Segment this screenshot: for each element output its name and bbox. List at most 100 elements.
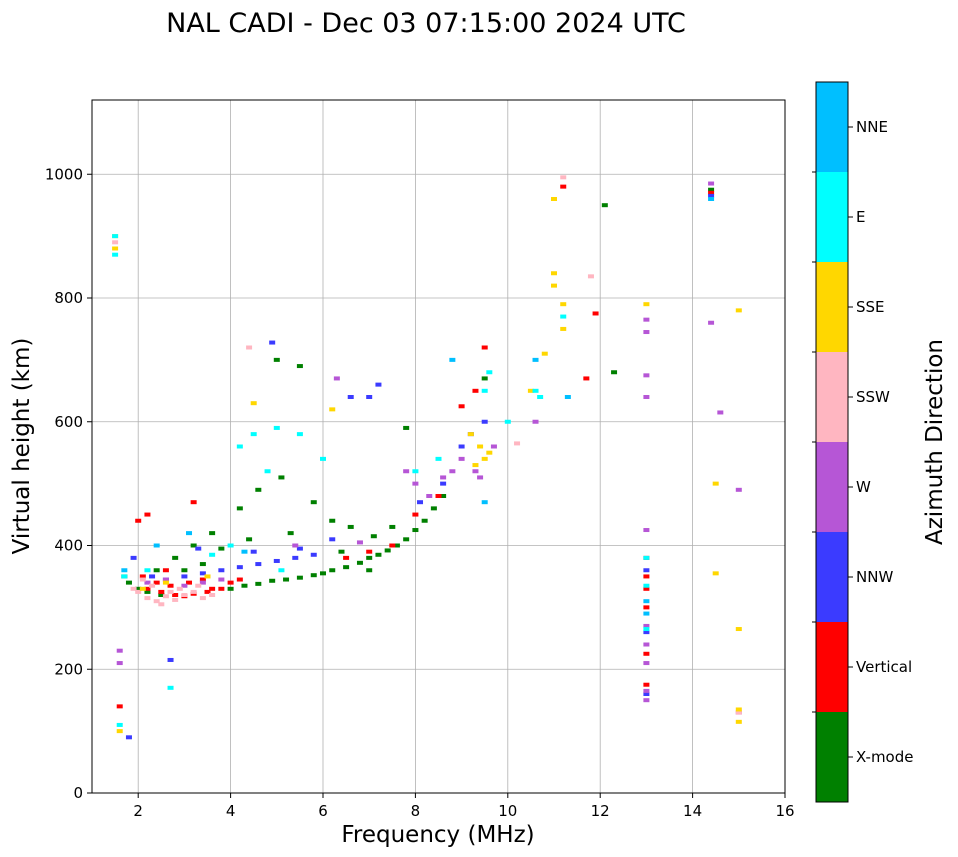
data-point-nnw	[458, 444, 465, 449]
data-point-w	[116, 648, 123, 653]
data-point-sse	[735, 719, 742, 724]
y-tick-label: 800	[54, 289, 83, 307]
data-point-vertical	[172, 593, 179, 597]
data-point-vertical	[167, 583, 174, 588]
data-point-w	[643, 623, 650, 628]
data-point-vertical	[135, 518, 142, 523]
data-point-vertical	[366, 549, 373, 554]
colorbar-swatch	[816, 442, 848, 532]
x-tick-label: 16	[775, 802, 794, 820]
data-point-e	[643, 583, 650, 588]
data-point-sse	[551, 283, 557, 288]
data-point-sse	[712, 571, 719, 576]
data-point-x-mode	[412, 528, 419, 533]
data-point-vertical	[199, 577, 206, 582]
data-point-x-mode	[209, 531, 216, 536]
data-point-ssw	[246, 345, 253, 350]
grid-lines	[92, 100, 786, 794]
data-point-x-mode	[601, 203, 608, 208]
data-point-e	[167, 685, 174, 690]
data-point-sse	[481, 456, 488, 461]
data-point-w	[717, 410, 724, 415]
y-axis-label: Virtual height (km)	[9, 338, 35, 555]
data-point-w	[477, 475, 484, 480]
data-point-x-mode	[255, 581, 262, 586]
data-point-sse	[560, 326, 567, 331]
data-point-sse	[541, 351, 548, 356]
data-point-x-mode	[356, 560, 363, 565]
data-point-w	[643, 642, 650, 647]
data-point-nne	[708, 197, 715, 201]
data-point-nne	[481, 500, 488, 505]
data-point-nne	[532, 357, 539, 362]
y-tick-label: 600	[54, 413, 83, 431]
data-point-vertical	[643, 586, 650, 591]
data-point-nnw	[347, 395, 354, 399]
data-point-vertical	[158, 589, 165, 594]
data-point-e	[537, 395, 544, 399]
data-point-nnw	[273, 558, 280, 563]
data-point-x-mode	[246, 537, 253, 542]
data-point-w	[292, 543, 299, 548]
data-point-ssw	[112, 240, 119, 245]
data-point-nnw	[643, 630, 650, 635]
data-point-vertical	[583, 376, 590, 381]
data-point-e	[112, 252, 119, 257]
data-point-x-mode	[708, 187, 715, 192]
data-point-x-mode	[135, 586, 142, 591]
data-point-x-mode	[199, 562, 206, 567]
data-point-sse	[467, 432, 474, 437]
data-point-vertical	[435, 494, 442, 498]
data-point-vertical	[643, 605, 650, 610]
data-point-sse	[472, 463, 479, 468]
data-point-x-mode	[403, 537, 410, 542]
data-point-x-mode	[310, 573, 317, 578]
data-point-w	[643, 688, 650, 693]
data-point-nnw	[310, 552, 317, 557]
data-point-nne	[186, 531, 193, 536]
data-point-nnw	[643, 692, 650, 696]
colorbar-tick-label: E	[856, 208, 865, 226]
data-point-nnw	[255, 562, 262, 567]
data-point-w	[181, 583, 188, 588]
x-axis-ticks: 2 4 6 8 10 12 14 16	[133, 793, 795, 820]
data-point-sse	[486, 450, 493, 455]
data-point-vertical	[236, 577, 243, 582]
data-point-w	[472, 469, 479, 474]
data-point-e	[278, 568, 285, 573]
data-point-x-mode	[283, 577, 290, 582]
data-point-sse	[329, 407, 336, 412]
colorbar: X-mode Vertical NNW W SSW SSE E NNE	[812, 82, 913, 802]
colorbar-swatch	[816, 622, 848, 712]
data-point-e	[532, 388, 539, 393]
data-point-x-mode	[236, 506, 243, 511]
data-point-vertical	[472, 388, 479, 393]
colorbar-tick-label: NNW	[856, 568, 893, 586]
data-point-x-mode	[158, 593, 165, 597]
data-point-ssw	[153, 599, 160, 604]
data-point-vertical	[144, 586, 151, 591]
data-point-nnw	[329, 537, 336, 542]
data-point-e	[236, 444, 243, 449]
colorbar-tick-label: NNE	[856, 118, 888, 136]
data-point-w	[162, 577, 169, 582]
data-point-nnw	[149, 574, 156, 579]
chart-title: NAL CADI - Dec 03 07:15:00 2024 UTC	[166, 8, 686, 39]
data-point-ssw	[735, 710, 742, 715]
colorbar-tick-label: SSE	[856, 298, 885, 316]
data-point-vertical	[458, 404, 465, 409]
data-point-vertical	[144, 512, 151, 517]
data-point-nnw	[269, 340, 276, 345]
data-point-vertical	[116, 704, 123, 709]
data-point-x-mode	[440, 494, 447, 498]
data-point-nnw	[218, 568, 225, 573]
x-tick-label: 12	[591, 802, 610, 820]
y-tick-label: 1000	[45, 165, 83, 183]
data-point-nnw	[366, 395, 373, 399]
data-point-sse	[527, 388, 534, 393]
data-point-x-mode	[278, 475, 285, 480]
colorbar-swatch	[816, 712, 848, 802]
data-point-e	[560, 314, 567, 319]
data-point-vertical	[204, 589, 211, 594]
